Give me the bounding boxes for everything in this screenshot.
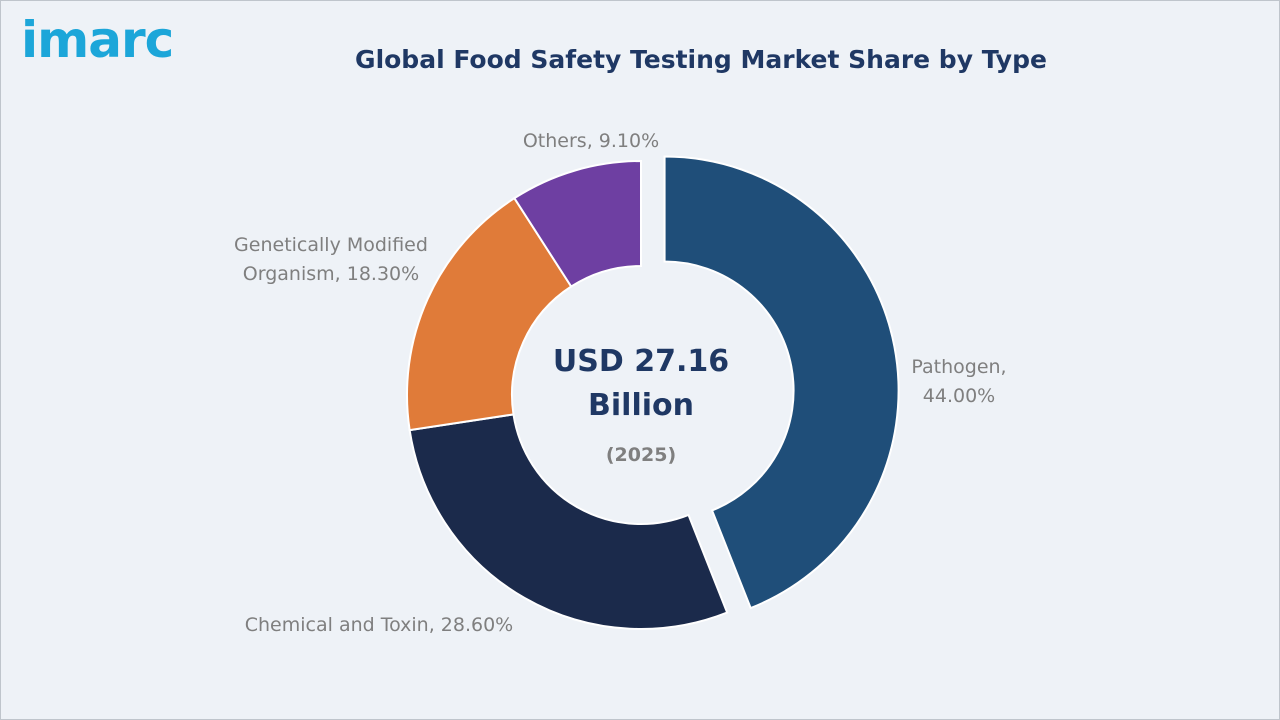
chart-title: Global Food Safety Testing Market Share … (355, 45, 1047, 74)
center-value-line2: Billion (588, 388, 694, 423)
slice-label-others-line1: Others, 9.10% (523, 130, 659, 152)
logo-text: imarc (21, 11, 174, 69)
slice-chemical-and-toxin (408, 413, 729, 630)
slice-label-pathogen-line2: 44.00% (923, 385, 995, 407)
slice-label-genetically-modified-organism-line2: Organism, 18.30% (243, 263, 419, 285)
donut-slices (406, 155, 900, 630)
center-year: (2025) (606, 444, 676, 466)
slice-label-genetically-modified-organism-line1: Genetically Modified (234, 234, 428, 256)
slice-labels: Pathogen, 44.00% Chemical and Toxin, 28.60… (234, 130, 1007, 636)
imarc-logo: imarc (21, 15, 174, 65)
slice-genetically-modified-organism (406, 196, 573, 432)
slice-label-pathogen-line1: Pathogen, (911, 356, 1006, 378)
slice-others (512, 159, 642, 288)
slice-pathogen (663, 155, 900, 610)
slice-label-chemical-and-toxin-line1: Chemical and Toxin, 28.60% (245, 614, 514, 636)
center-value-line1: USD 27.16 (553, 344, 729, 379)
